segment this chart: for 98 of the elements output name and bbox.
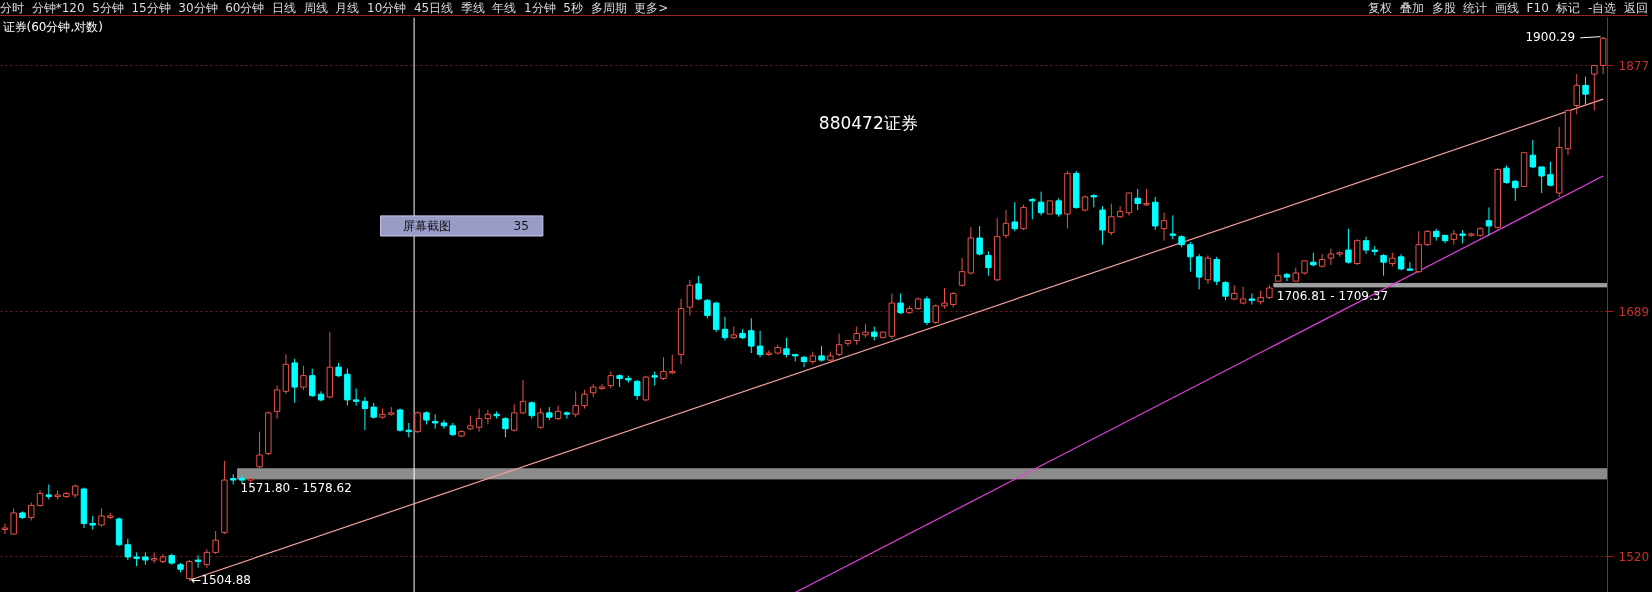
candlestick (1152, 196, 1159, 231)
candlestick (10, 507, 17, 535)
candlestick (1020, 204, 1027, 231)
candlestick (124, 538, 132, 561)
text: 880472证券 (818, 112, 918, 133)
candlestick (186, 559, 193, 581)
candlestick (704, 298, 711, 319)
candlestick (598, 383, 606, 391)
candlestick (1582, 76, 1589, 105)
candlestick (414, 410, 421, 434)
candlestick (1354, 238, 1361, 266)
candlestick (1160, 212, 1168, 242)
candlestick (194, 554, 202, 569)
candlestick (502, 416, 509, 438)
candlestick (563, 410, 571, 420)
y-tick-label: 1689 (1618, 304, 1650, 319)
candlestick (686, 279, 694, 316)
candlestick (721, 316, 729, 341)
candlestick (1406, 261, 1414, 271)
candlestick (475, 408, 483, 433)
candlestick (669, 353, 676, 375)
y-tick-label: 1520 (1618, 550, 1650, 565)
candlestick (581, 389, 588, 410)
candlestick (923, 295, 931, 326)
candlestick (660, 356, 667, 381)
candlestick (1274, 252, 1282, 282)
candlestick (1002, 209, 1010, 239)
candlestick (941, 287, 948, 310)
text: 分时 分钟*120 5分钟 15分钟 30分钟 60分钟 日线 周线 月线 10分钟 45日线 季线 年线 1分钟 5秒 多周期 更多> (0, 0, 669, 15)
y-tick-label: 1877 (1618, 58, 1650, 73)
candlestick (958, 257, 966, 288)
candlestick (440, 419, 448, 430)
candlestick (572, 390, 579, 418)
candlestick (1195, 253, 1203, 290)
chart-subtitle: 证券(60分钟,对数) (2, 19, 103, 34)
candlestick (633, 379, 641, 401)
candlestick (765, 349, 773, 357)
candlestick (1187, 241, 1194, 273)
candlestick (1327, 248, 1335, 266)
annotation: ←1504.88 (191, 573, 251, 588)
candlestick (1248, 292, 1256, 305)
candlestick (835, 333, 843, 357)
band-label: 1571.80 - 1578.62 (240, 480, 352, 495)
candlestick (519, 379, 527, 415)
candlestick (238, 475, 246, 484)
candlestick (800, 355, 808, 368)
candlestick (273, 385, 281, 420)
candlestick (783, 337, 790, 358)
candlestick (1213, 256, 1220, 286)
candlestick (1380, 253, 1387, 277)
candlestick (1169, 214, 1177, 240)
annotation: 35 (513, 219, 529, 234)
candlestick (897, 292, 904, 315)
candlestick (1538, 166, 1545, 194)
candlestick (1222, 280, 1229, 301)
candlestick (1125, 192, 1133, 216)
candlestick (309, 368, 316, 398)
candlestick (1134, 188, 1141, 211)
candlestick (256, 431, 263, 469)
text: 复权 叠加 多股 统计 画线 F10 标记 -自选 返回 (1368, 0, 1648, 15)
candlestick (756, 330, 764, 358)
candlestick (484, 409, 492, 425)
candlestick (695, 275, 702, 301)
candlestick (985, 250, 992, 277)
candlestick (510, 403, 518, 433)
candlestick (1573, 73, 1580, 115)
candlestick (1011, 201, 1018, 232)
annotation: 1900.29 (1525, 30, 1576, 45)
candlestick (203, 548, 211, 569)
candlestick (352, 387, 360, 407)
candlestick (212, 530, 219, 555)
candlestick (853, 326, 860, 346)
candlestick (28, 501, 35, 521)
candlestick (1485, 206, 1493, 236)
candlestick (1318, 253, 1326, 269)
candlestick (1037, 191, 1045, 216)
candlestick (1099, 205, 1106, 246)
candlestick (932, 303, 939, 325)
candlestick (1029, 197, 1036, 220)
candlestick (1239, 286, 1247, 305)
candlestick (1591, 64, 1598, 112)
candlestick (1547, 161, 1554, 187)
candlestick (537, 408, 544, 430)
candlestick (1116, 205, 1124, 219)
candlestick (1529, 139, 1537, 169)
candlestick (1345, 228, 1352, 265)
candlestick (361, 396, 369, 431)
candlestick (1503, 165, 1510, 185)
candlestick (300, 365, 307, 391)
annotation: 屏幕截图 (402, 218, 451, 233)
candlestick (976, 225, 983, 256)
candlestick (1055, 197, 1062, 218)
candlestick (1108, 203, 1115, 236)
candlestick (748, 317, 755, 354)
candlestick (98, 507, 105, 528)
candlestick (1204, 254, 1212, 285)
candlestick (1512, 179, 1519, 202)
candlestick (1283, 272, 1291, 282)
